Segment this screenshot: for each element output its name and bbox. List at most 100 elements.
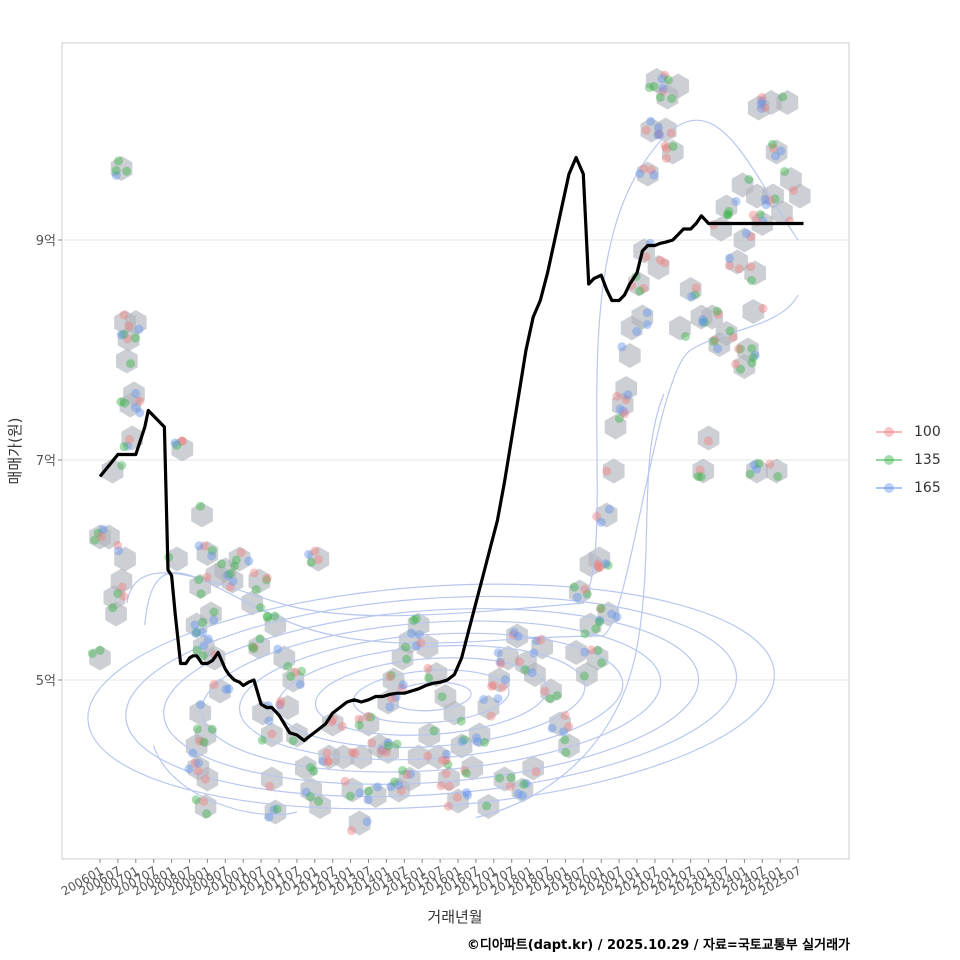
point-165 <box>559 727 569 737</box>
point-100 <box>195 736 205 746</box>
point-100 <box>119 310 129 320</box>
point-135 <box>386 671 396 680</box>
point-100 <box>202 572 212 582</box>
hexbin-cell <box>307 546 330 572</box>
point-165 <box>595 616 605 625</box>
point-100 <box>225 582 235 592</box>
point-135 <box>744 175 754 184</box>
point-135 <box>198 618 207 627</box>
point-165 <box>649 170 659 180</box>
point-165 <box>617 342 627 352</box>
hexbin-cell <box>746 458 768 484</box>
legend-item-100[interactable]: 100 <box>876 418 941 446</box>
point-165 <box>687 292 697 301</box>
point-165 <box>457 737 467 746</box>
hexbin-cell <box>595 502 618 528</box>
hexbin-cell <box>662 139 684 165</box>
hexbin-cell <box>187 755 210 781</box>
point-135 <box>723 210 733 220</box>
point-135 <box>552 691 562 701</box>
legend-item-135[interactable]: 135 <box>876 446 941 474</box>
point-135 <box>119 329 129 339</box>
hexbin-cell <box>407 744 430 770</box>
point-165 <box>301 787 311 797</box>
point-135 <box>247 642 257 652</box>
hexbin-cell <box>309 794 331 819</box>
point-165 <box>698 315 708 324</box>
point-165 <box>170 438 180 448</box>
point-165 <box>495 657 505 667</box>
point-165 <box>197 628 207 637</box>
point-100 <box>124 435 134 444</box>
point-135 <box>306 762 316 772</box>
point-165 <box>635 169 645 179</box>
point-165 <box>604 504 614 514</box>
hexbin-cell <box>364 783 387 808</box>
point-135 <box>644 83 654 93</box>
legend: 100 135 165 <box>876 418 941 502</box>
point-135 <box>519 779 529 789</box>
hexbin-cell <box>477 695 500 720</box>
point-135 <box>256 603 266 613</box>
point-100 <box>441 755 451 765</box>
point-165 <box>264 716 274 726</box>
hexbin-cell <box>221 568 244 594</box>
point-100 <box>734 264 744 274</box>
hexbin-cell <box>228 546 251 572</box>
y-tick-label: 5억 <box>36 674 56 689</box>
point-135 <box>87 648 97 658</box>
point-165 <box>415 630 424 640</box>
point-100 <box>660 258 670 268</box>
hexbin-cell <box>114 546 136 572</box>
point-135 <box>354 720 364 730</box>
point-135 <box>735 344 745 354</box>
hexbin-cell <box>631 304 654 330</box>
point-165 <box>698 317 707 327</box>
point-100 <box>452 792 462 802</box>
point-165 <box>134 324 144 334</box>
point-100 <box>789 185 798 195</box>
point-165 <box>275 700 285 710</box>
hexbin-cell <box>565 640 587 665</box>
point-135 <box>424 673 434 683</box>
point-165 <box>462 788 472 798</box>
point-100 <box>122 334 132 344</box>
point-100 <box>595 563 605 573</box>
point-135 <box>409 615 419 625</box>
point-165 <box>479 695 489 704</box>
hexbin-cell <box>282 667 305 693</box>
point-135 <box>117 460 127 470</box>
point-135 <box>251 585 261 595</box>
point-100 <box>731 359 741 369</box>
point-165 <box>188 748 198 758</box>
hexbin-cell <box>708 332 731 357</box>
hexbin-cell <box>765 139 788 165</box>
point-135 <box>111 165 121 175</box>
point-100 <box>193 766 203 776</box>
point-135 <box>257 735 267 745</box>
point-135 <box>108 603 118 613</box>
hexbin-cell <box>438 766 460 792</box>
point-100 <box>497 683 507 692</box>
hexbin-cell <box>447 788 469 814</box>
point-165 <box>657 74 667 84</box>
hexbin-cell <box>191 502 213 528</box>
hexbin-cell <box>602 458 625 484</box>
point-100 <box>593 559 603 569</box>
point-165 <box>547 723 557 733</box>
hexbin-cell <box>789 183 811 209</box>
point-165 <box>741 228 751 238</box>
point-165 <box>184 764 194 774</box>
point-100 <box>177 436 187 446</box>
point-100 <box>641 252 651 262</box>
point-135 <box>461 768 471 778</box>
point-135 <box>262 575 272 585</box>
point-100 <box>658 86 668 96</box>
point-100 <box>496 659 506 669</box>
point-100 <box>96 532 106 542</box>
point-165 <box>383 738 393 747</box>
point-165 <box>123 441 133 451</box>
legend-item-165[interactable]: 165 <box>876 474 941 502</box>
point-135 <box>429 726 439 736</box>
